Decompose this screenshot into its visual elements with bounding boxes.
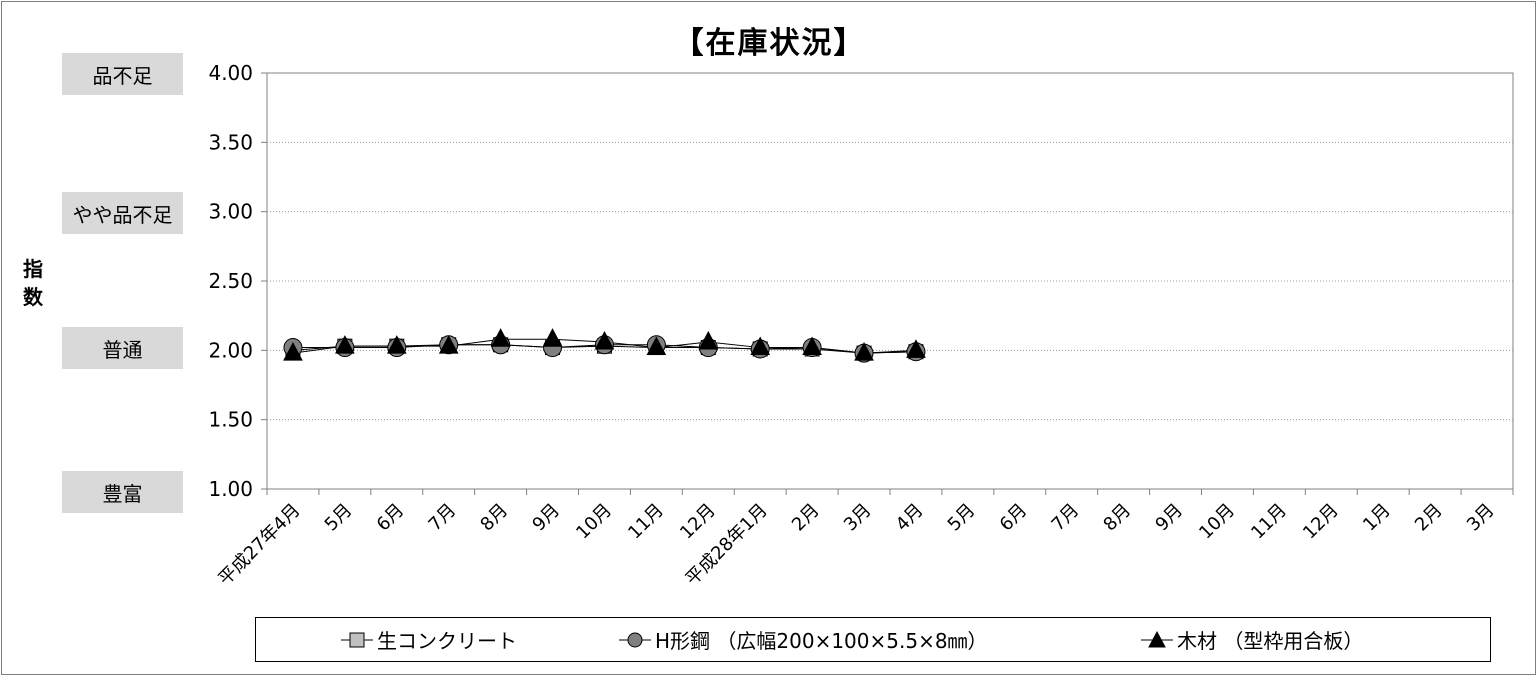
x-tick-label: 1月 xyxy=(1359,500,1395,536)
y-tick-label: 1.00 xyxy=(208,477,253,501)
legend-label-h-beam: H形鋼 （広幅200×100×5.5×8㎜） xyxy=(655,629,988,653)
x-tick-label: 7月 xyxy=(1048,500,1084,536)
x-tick-label: 8月 xyxy=(476,500,512,536)
data-point-triangle xyxy=(438,335,459,354)
x-tick-label: 11月 xyxy=(624,500,668,544)
y-tick-label: 2.00 xyxy=(208,338,253,362)
x-tick-label: 12月 xyxy=(1299,500,1343,544)
data-point-triangle xyxy=(490,328,511,347)
data-point-triangle xyxy=(594,330,615,350)
x-tick-label: 5月 xyxy=(944,500,980,536)
y-axis-label: 指数 xyxy=(18,255,48,311)
x-tick-label: 平成27年4月 xyxy=(214,500,304,590)
data-point-triangle xyxy=(542,328,563,347)
data-point-triangle xyxy=(854,342,874,361)
x-tick-label: 10月 xyxy=(572,500,616,544)
legend-item-timber: 木材 （型枠用合板） xyxy=(1141,618,1363,661)
y-tick-label: 2.50 xyxy=(208,269,253,293)
data-point-triangle xyxy=(802,336,822,356)
legend: 生コンクリート H形鋼 （広幅200×100×5.5×8㎜） 木材 （型枠用合板… xyxy=(255,617,1491,662)
chart-title: 【在庫状況】 xyxy=(673,26,866,61)
y-tick-label: 3.00 xyxy=(208,200,253,224)
legend-item-h-beam: H形鋼 （広幅200×100×5.5×8㎜） xyxy=(619,618,988,661)
x-tick-label: 3月 xyxy=(840,500,876,536)
y-axis-label-char: 指 xyxy=(23,257,43,281)
x-tick-label: 2月 xyxy=(788,500,824,536)
y-category-label-normal: 普通 xyxy=(62,327,183,369)
legend-marker-triangle xyxy=(1141,630,1173,647)
x-tick-label: 12月 xyxy=(676,500,720,544)
y-category-label-abundant: 豊富 xyxy=(62,471,183,513)
x-tick-label: 2月 xyxy=(1411,500,1447,536)
y-axis-label-char: 数 xyxy=(23,285,43,309)
x-tick-label: 6月 xyxy=(996,500,1032,536)
x-tick-label: 3月 xyxy=(1463,500,1499,536)
y-tick-label: 1.50 xyxy=(208,408,253,432)
data-point-triangle xyxy=(698,330,719,350)
x-tick-label: 9月 xyxy=(1151,500,1187,536)
x-tick-label: 9月 xyxy=(528,500,564,536)
x-tick-label: 8月 xyxy=(1099,500,1135,536)
data-point-triangle xyxy=(386,335,407,354)
legend-item-concrete: 生コンクリート xyxy=(341,618,517,661)
data-point-triangle xyxy=(335,335,355,354)
x-tick-label: 6月 xyxy=(373,500,409,536)
y-axis-label-text: 指数 xyxy=(18,255,48,311)
legend-marker-circle xyxy=(619,632,651,647)
x-tick-label: 4月 xyxy=(892,500,928,536)
x-tick-label: 5月 xyxy=(321,500,357,536)
data-point-triangle xyxy=(906,339,926,358)
x-tick-label: 10月 xyxy=(1195,500,1239,544)
legend-label-timber: 木材 （型枠用合板） xyxy=(1177,629,1364,653)
y-tick-label: 3.50 xyxy=(208,130,253,154)
y-category-label-slight-shortage: やや品不足 xyxy=(62,192,183,234)
data-point-triangle xyxy=(283,342,303,361)
data-point-triangle xyxy=(750,336,771,356)
y-tick-label: 4.00 xyxy=(208,61,253,85)
data-point-triangle xyxy=(646,336,667,356)
legend-marker-square xyxy=(341,632,373,647)
y-category-label-shortage: 品不足 xyxy=(62,53,183,95)
x-tick-label: 11月 xyxy=(1247,500,1291,544)
legend-label-concrete: 生コンクリート xyxy=(377,629,517,653)
x-tick-label: 7月 xyxy=(425,500,461,536)
